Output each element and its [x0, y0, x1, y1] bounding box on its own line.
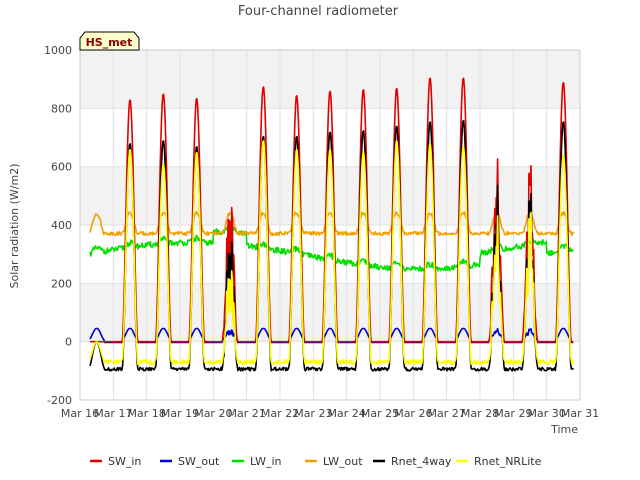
- x-tick-label: Mar 29: [494, 407, 532, 420]
- legend-label: SW_out: [178, 455, 220, 468]
- y-tick-label: 1000: [44, 44, 72, 57]
- legend-item-lw-in: LW_in: [232, 455, 282, 468]
- x-tick-label: Mar 17: [94, 407, 132, 420]
- badge-shape: [79, 31, 140, 51]
- x-tick-label: Mar 23: [294, 407, 332, 420]
- plot-area-border: [79, 49, 581, 401]
- x-tick-label: Mar 31: [561, 407, 599, 420]
- y-axis-label: Solar radiation (W/m2): [8, 163, 21, 288]
- x-tick-label: Mar 27: [428, 407, 466, 420]
- chart-title: Four-channel radiometer: [238, 4, 399, 19]
- legend-item-rnet-nrlite: Rnet_NRLite: [456, 455, 542, 468]
- legend-item-rnet-4way: Rnet_4way: [373, 455, 452, 468]
- x-tick-label: Mar 16: [61, 407, 99, 420]
- series-line-rnet-nrlite: [89, 140, 575, 366]
- x-tick-label: Mar 26: [394, 407, 432, 420]
- plot-band: [80, 166, 580, 225]
- series-line-sw-in: [89, 77, 574, 343]
- y-tick-label: 600: [51, 161, 72, 174]
- legend-label: SW_in: [108, 455, 141, 468]
- x-tick-label: Mar 22: [261, 407, 299, 420]
- badge-label: HS_met: [86, 36, 133, 49]
- plot-band: [80, 283, 580, 342]
- x-tick-label: Mar 20: [194, 407, 232, 420]
- x-tick-label: Mar 19: [161, 407, 199, 420]
- plot-band: [80, 341, 580, 400]
- x-tick-label: Mar 28: [461, 407, 499, 420]
- x-tick-label: Mar 21: [228, 407, 266, 420]
- y-tick-label: 200: [51, 277, 72, 290]
- y-tick-label: -200: [47, 394, 72, 407]
- y-tick-label: 0: [65, 336, 72, 349]
- x-tick-label: Mar 18: [128, 407, 166, 420]
- hs-met-badge: HS_met: [79, 31, 140, 51]
- x-tick-label: Mar 24: [328, 407, 366, 420]
- legend-label: Rnet_4way: [391, 455, 452, 468]
- y-axis-ticks: -200 0 200 400 600 800 1000: [44, 44, 72, 407]
- legend-label: LW_in: [250, 455, 282, 468]
- legend-item-sw-out: SW_out: [160, 455, 220, 468]
- y-tick-label: 400: [51, 219, 72, 232]
- y-tick-label: 800: [51, 102, 72, 115]
- legend-label: Rnet_NRLite: [474, 455, 542, 468]
- legend-item-sw-in: SW_in: [90, 455, 141, 468]
- plot-band: [80, 50, 580, 109]
- legend-item-lw-out: LW_out: [305, 455, 363, 468]
- x-tick-label: Mar 25: [361, 407, 399, 420]
- series-line-lw-in: [89, 225, 574, 272]
- legend: SW_in SW_out LW_in LW_out Rnet_4way Rnet_NRLi…: [90, 455, 542, 468]
- x-axis-label: Time: [550, 423, 578, 436]
- series-layer: [89, 77, 575, 372]
- legend-label: LW_out: [323, 455, 363, 468]
- x-tick-label: Mar 30: [528, 407, 566, 420]
- series-line-lw-out: [89, 210, 575, 236]
